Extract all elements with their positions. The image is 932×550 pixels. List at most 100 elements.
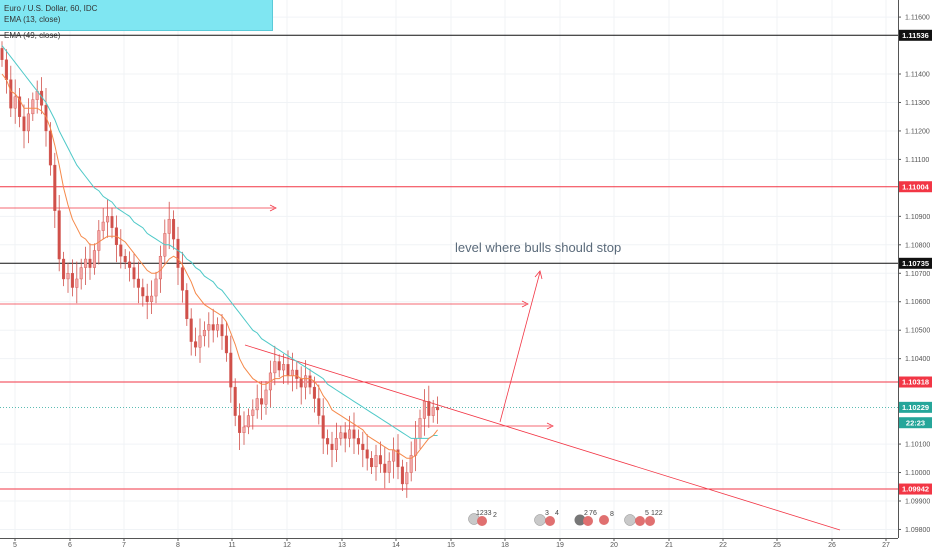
candle-body[interactable] xyxy=(299,378,303,388)
event-flag-icon[interactable] xyxy=(534,514,546,526)
candle-body[interactable] xyxy=(4,59,8,80)
candle-body[interactable] xyxy=(396,449,400,468)
candle-body[interactable] xyxy=(308,375,312,388)
candle-body[interactable] xyxy=(374,455,378,468)
candle-body[interactable] xyxy=(392,449,396,462)
candle-body[interactable] xyxy=(356,438,360,445)
candle-body[interactable] xyxy=(304,375,308,388)
candle-body[interactable] xyxy=(62,258,66,280)
ema-fast-line[interactable] xyxy=(1,73,438,459)
candle-body[interactable] xyxy=(145,295,149,302)
candle-body[interactable] xyxy=(229,352,233,388)
event-flag-icon[interactable] xyxy=(645,516,655,526)
candle-body[interactable] xyxy=(70,273,74,288)
candle-body[interactable] xyxy=(255,398,259,411)
candle-body[interactable] xyxy=(334,438,338,450)
candle-body[interactable] xyxy=(176,238,180,268)
candle-body[interactable] xyxy=(44,105,48,132)
candle-body[interactable] xyxy=(405,472,409,485)
candle-body[interactable] xyxy=(185,290,189,320)
candle-body[interactable] xyxy=(343,432,347,439)
candle-body[interactable] xyxy=(202,330,206,337)
candle-body[interactable] xyxy=(414,438,418,456)
candle-body[interactable] xyxy=(18,96,22,117)
event-flag-icon[interactable] xyxy=(477,516,487,526)
event-flag-icon[interactable] xyxy=(583,516,593,526)
candle-body[interactable] xyxy=(101,221,105,231)
candle-body[interactable] xyxy=(123,255,127,263)
candle-body[interactable] xyxy=(75,278,79,288)
candle-body[interactable] xyxy=(436,406,440,411)
candle-body[interactable] xyxy=(378,455,382,465)
candle-body[interactable] xyxy=(251,409,255,416)
candle-body[interactable] xyxy=(79,267,83,280)
candle-body[interactable] xyxy=(48,130,52,166)
candle-body[interactable] xyxy=(370,458,374,468)
candle-body[interactable] xyxy=(158,255,162,280)
price-axis[interactable]: 1.11600 1.11400 1.11300 1.11200 1.11100 1.109… xyxy=(898,15,930,534)
candle-body[interactable] xyxy=(418,418,422,439)
candle-body[interactable] xyxy=(383,463,387,473)
candle-body[interactable] xyxy=(66,273,70,280)
event-flag-icon[interactable] xyxy=(635,516,645,526)
candle-body[interactable] xyxy=(57,210,61,260)
candle-body[interactable] xyxy=(286,364,290,376)
candle-body[interactable] xyxy=(180,267,184,291)
event-flag-icon[interactable] xyxy=(624,514,636,526)
candle-body[interactable] xyxy=(282,364,286,371)
candle-body[interactable] xyxy=(194,341,198,348)
candle-body[interactable] xyxy=(128,261,132,268)
candle-body[interactable] xyxy=(242,426,246,433)
candle-body[interactable] xyxy=(409,455,413,473)
resistance-trendline[interactable] xyxy=(244,344,841,531)
candle-body[interactable] xyxy=(233,386,237,416)
event-flag-icon[interactable] xyxy=(545,516,555,526)
candle-body[interactable] xyxy=(106,216,110,223)
candle-body[interactable] xyxy=(387,460,391,473)
candle-body[interactable] xyxy=(352,429,356,439)
candle-body[interactable] xyxy=(92,250,96,268)
candle-body[interactable] xyxy=(431,406,435,416)
candle-body[interactable] xyxy=(119,244,123,257)
candle-body[interactable] xyxy=(330,443,334,450)
candle-body[interactable] xyxy=(132,267,136,280)
candle-body[interactable] xyxy=(150,295,154,302)
candle-body[interactable] xyxy=(277,361,281,371)
time-axis[interactable]: 5 6 7 8 11 12 13 14 15 18 19 20 21 22 25 26 27 xyxy=(13,538,890,549)
plot-area[interactable] xyxy=(0,0,898,538)
candle-body[interactable] xyxy=(273,361,277,374)
candle-body[interactable] xyxy=(295,369,299,379)
candle-body[interactable] xyxy=(13,96,17,109)
candle-body[interactable] xyxy=(9,79,13,109)
event-flag-icon[interactable] xyxy=(599,515,609,525)
projection-arrow[interactable] xyxy=(499,271,541,423)
ema-slow-line[interactable] xyxy=(1,45,438,439)
candle-body[interactable] xyxy=(198,335,202,348)
candle-body[interactable] xyxy=(189,318,193,342)
ema-fast-legend[interactable]: EMA (13, close) xyxy=(4,15,61,24)
candle-body[interactable] xyxy=(264,389,268,405)
candle-body[interactable] xyxy=(220,324,224,337)
candle-body[interactable] xyxy=(26,113,30,132)
candle-body[interactable] xyxy=(211,324,215,331)
candle-body[interactable] xyxy=(172,218,176,240)
candle-body[interactable] xyxy=(141,287,145,297)
candle-body[interactable] xyxy=(216,324,220,331)
event-badges[interactable]: 1233 2 3 4 2 7 6 8 5 122 xyxy=(468,510,663,526)
candle-body[interactable] xyxy=(400,466,404,485)
candle-body[interactable] xyxy=(246,415,250,428)
candle-body[interactable] xyxy=(326,438,330,445)
candle-body[interactable] xyxy=(317,398,321,416)
candle-body[interactable] xyxy=(361,443,365,450)
symbol-title[interactable]: Euro / U.S. Dollar, 60, IDC xyxy=(4,4,98,13)
candle-body[interactable] xyxy=(238,415,242,433)
event-flag-icon[interactable] xyxy=(574,514,586,526)
candle-body[interactable] xyxy=(88,258,92,268)
candle-body[interactable] xyxy=(348,429,352,439)
candle-body[interactable] xyxy=(365,449,369,459)
candle-body[interactable] xyxy=(339,432,343,439)
candle-body[interactable] xyxy=(224,335,228,354)
candle-body[interactable] xyxy=(154,278,158,297)
candle-body[interactable] xyxy=(136,278,140,288)
